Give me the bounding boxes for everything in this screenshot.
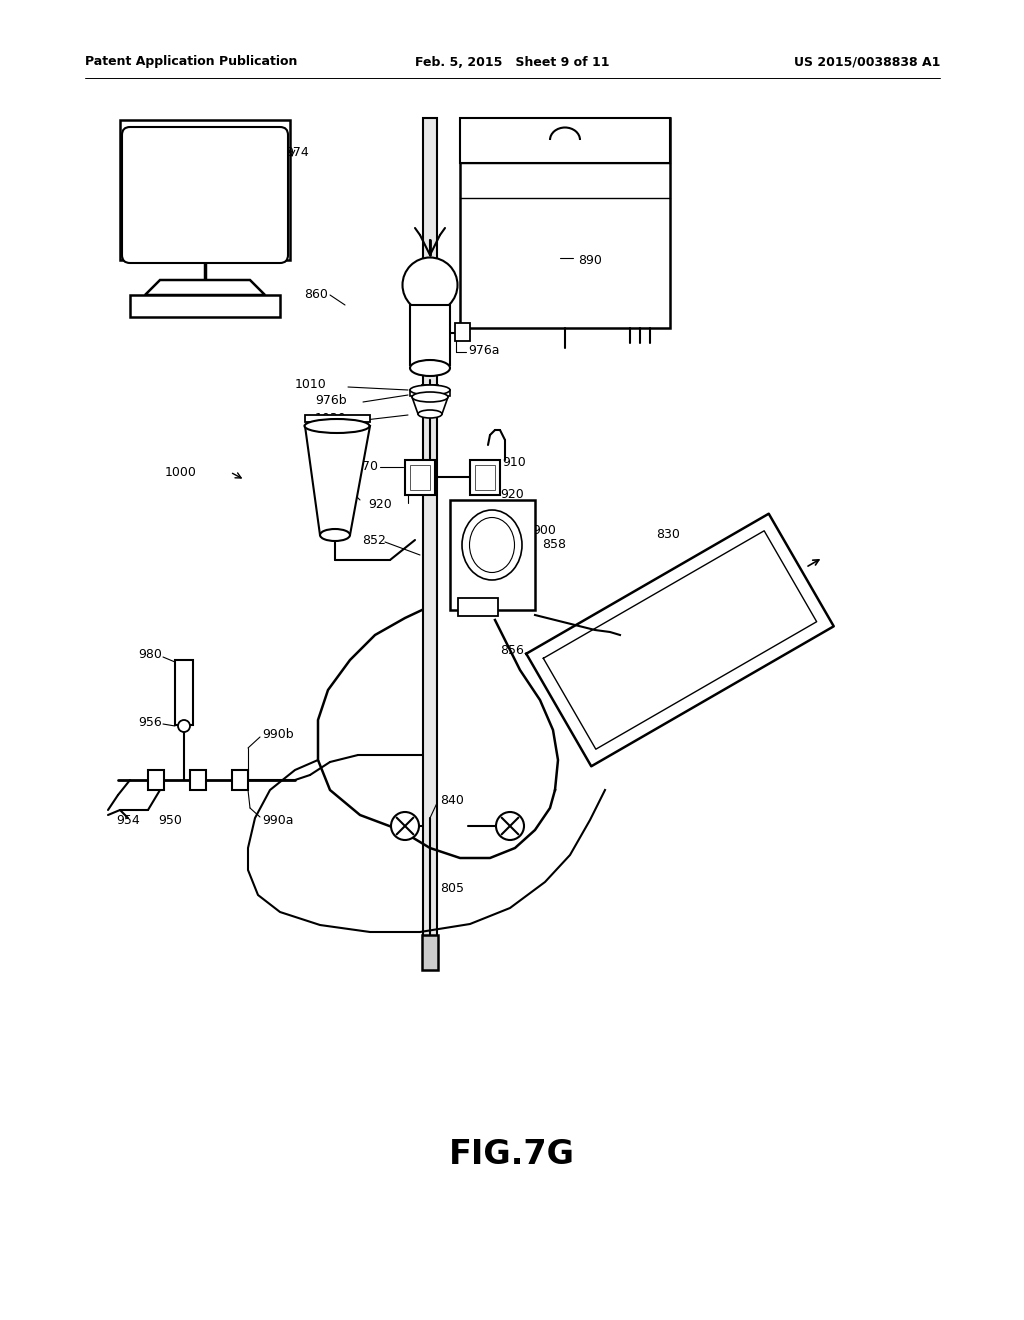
Bar	[460, 117, 670, 327]
Polygon shape	[305, 426, 370, 535]
Circle shape	[496, 812, 524, 840]
Bar	[422, 385, 438, 399]
Text: 1000: 1000	[165, 466, 197, 479]
Text: 976b: 976b	[315, 393, 347, 407]
Circle shape	[391, 812, 419, 840]
Text: 950: 950	[158, 813, 182, 826]
Bar	[130, 294, 280, 317]
Bar	[423, 117, 437, 939]
Ellipse shape	[462, 510, 522, 579]
Text: US 2015/0038838 A1: US 2015/0038838 A1	[794, 55, 940, 69]
Polygon shape	[305, 414, 370, 422]
Text: 805: 805	[440, 882, 464, 895]
Text: 870: 870	[354, 461, 378, 474]
Text: 920: 920	[500, 488, 523, 502]
FancyBboxPatch shape	[122, 127, 288, 263]
Ellipse shape	[304, 418, 370, 433]
Bar	[406, 459, 435, 495]
Bar	[460, 117, 670, 162]
Ellipse shape	[412, 392, 449, 403]
Text: 852: 852	[362, 533, 386, 546]
Bar	[475, 465, 495, 490]
Ellipse shape	[410, 385, 450, 395]
Text: 900: 900	[532, 524, 556, 536]
Bar	[458, 598, 498, 616]
Text: 840: 840	[440, 793, 464, 807]
Bar	[190, 770, 206, 789]
Bar	[470, 459, 500, 495]
Circle shape	[178, 719, 190, 733]
Text: 1020: 1020	[312, 482, 344, 495]
Text: 990a: 990a	[262, 813, 294, 826]
Bar	[232, 770, 248, 789]
Ellipse shape	[418, 411, 442, 418]
Text: FIG.7G: FIG.7G	[449, 1138, 575, 1172]
Bar	[148, 770, 164, 789]
Bar	[410, 465, 430, 490]
Text: 1030a: 1030a	[315, 412, 354, 425]
Text: 980: 980	[138, 648, 162, 661]
Text: 910: 910	[502, 455, 525, 469]
Text: 920: 920	[368, 499, 392, 511]
Bar	[455, 323, 470, 341]
Polygon shape	[145, 280, 265, 294]
Text: 1010: 1010	[295, 379, 327, 392]
Ellipse shape	[319, 529, 350, 541]
Text: 976a: 976a	[468, 343, 500, 356]
Polygon shape	[412, 397, 449, 414]
Text: 890: 890	[578, 253, 602, 267]
Polygon shape	[312, 422, 362, 426]
Text: Patent Application Publication: Patent Application Publication	[85, 55, 297, 69]
Text: 856: 856	[500, 644, 524, 656]
Ellipse shape	[410, 360, 450, 376]
Text: 974: 974	[285, 145, 309, 158]
Text: 860: 860	[304, 289, 328, 301]
Polygon shape	[410, 389, 450, 396]
Text: 956: 956	[138, 715, 162, 729]
Bar	[175, 660, 193, 725]
Bar	[422, 935, 438, 970]
Text: 954: 954	[116, 813, 140, 826]
Text: 858: 858	[542, 539, 566, 552]
Ellipse shape	[402, 257, 458, 313]
Text: 854: 854	[494, 564, 518, 577]
Bar	[120, 120, 290, 260]
Text: 990b: 990b	[262, 729, 294, 742]
Text: 830: 830	[656, 528, 680, 541]
Ellipse shape	[469, 517, 514, 573]
Bar	[450, 500, 535, 610]
Text: Feb. 5, 2015   Sheet 9 of 11: Feb. 5, 2015 Sheet 9 of 11	[415, 55, 609, 69]
Bar	[410, 305, 450, 366]
